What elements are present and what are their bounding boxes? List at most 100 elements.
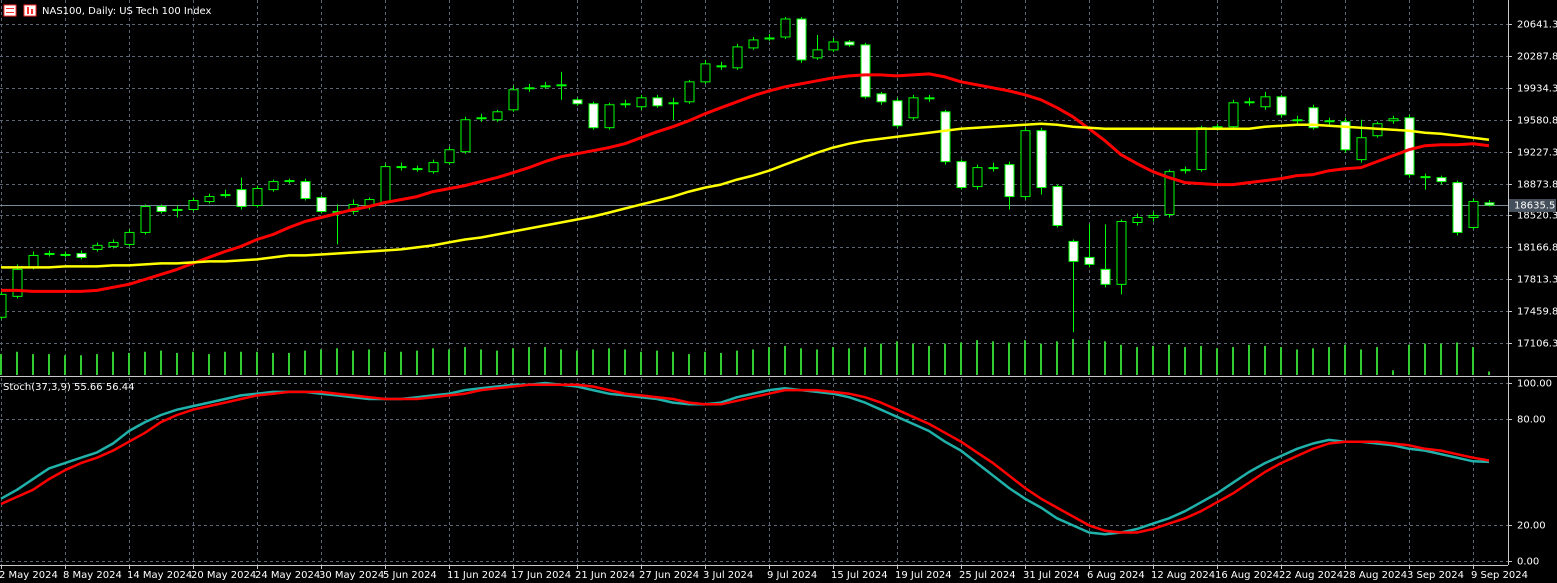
- y-tick-label: 0.00: [1517, 557, 1539, 568]
- candle-body: [956, 161, 967, 189]
- x-tick-label: 17 Jun 2024: [511, 570, 571, 581]
- candle-body: [1436, 177, 1447, 183]
- candle-body: [1196, 127, 1207, 171]
- candle-body: [1036, 130, 1047, 189]
- candle-body: [1292, 119, 1303, 122]
- candle-body: [636, 97, 647, 108]
- candle-body: [796, 18, 807, 61]
- indicator-main-value: 55.66: [74, 382, 103, 393]
- candle-body: [428, 162, 439, 173]
- y-tick-label: 19227.3: [1517, 148, 1557, 159]
- candle-body: [268, 181, 279, 191]
- indicator-signal-value: 56.44: [106, 382, 135, 393]
- y-tick-label: 18520.3: [1517, 211, 1557, 222]
- candle-body: [396, 166, 407, 169]
- x-tick-label: 3 Jul 2024: [703, 570, 753, 581]
- candle-body: [540, 85, 551, 88]
- x-tick-label: 25 Jul 2024: [959, 570, 1016, 581]
- candle-body: [716, 65, 727, 68]
- candle-body: [524, 87, 535, 90]
- candle-body: [172, 208, 183, 211]
- candle-body: [1356, 137, 1367, 161]
- candle-body: [492, 111, 503, 121]
- y-tick-label: 18873.8: [1517, 180, 1557, 191]
- indicator-name: Stoch(37,3,9): [3, 382, 71, 393]
- candle-body: [284, 180, 295, 183]
- candle-body: [940, 111, 951, 163]
- y-tick-label: 20641.3: [1517, 20, 1557, 31]
- candle-body: [748, 39, 759, 49]
- line-series: [1, 122, 1490, 269]
- x-tick-label: 28 Aug 2024: [1343, 570, 1407, 581]
- candle-body: [908, 97, 919, 119]
- candle-body: [1164, 171, 1175, 216]
- candle-body: [1180, 169, 1191, 172]
- candle-body: [732, 46, 743, 69]
- candle-body: [1020, 130, 1031, 198]
- candle-body: [1116, 220, 1127, 285]
- candle-body: [1308, 107, 1319, 129]
- candle-body: [1244, 101, 1255, 104]
- candle-body: [1052, 186, 1063, 226]
- candle-body: [764, 37, 775, 40]
- candle-body: [1004, 164, 1015, 198]
- candle-body: [620, 103, 631, 106]
- y-tick-label: 100.00: [1517, 379, 1552, 390]
- candle-body: [972, 167, 983, 188]
- icon-menu: [3, 4, 17, 17]
- candle-body: [28, 254, 39, 268]
- candle-body: [76, 252, 87, 258]
- x-tick-label: 8 May 2024: [63, 570, 122, 581]
- line-series: [1, 72, 1490, 293]
- x-tick-label: 3 Sep 2024: [1407, 570, 1464, 581]
- x-tick-label: 5 Jun 2024: [383, 570, 437, 581]
- candle-body: [156, 206, 167, 212]
- candle-body: [444, 149, 455, 164]
- y-tick-label: 19580.8: [1517, 116, 1557, 127]
- candle-body: [812, 49, 823, 59]
- x-tick-label: 12 Aug 2024: [1151, 570, 1215, 581]
- candle-body: [1148, 215, 1159, 219]
- candle-body: [12, 268, 23, 297]
- icon-chart: [23, 4, 37, 17]
- candle-body: [92, 244, 103, 250]
- chart-title: NAS100, Daily: US Tech 100 Index: [42, 6, 212, 17]
- candle-body: [780, 18, 791, 38]
- candle-body: [508, 89, 519, 111]
- x-tick-label: 19 Jul 2024: [895, 570, 952, 581]
- candle-body: [828, 41, 839, 51]
- candle-body: [1468, 201, 1479, 228]
- candle-body: [1100, 268, 1111, 285]
- candle-body: [588, 103, 599, 129]
- candle-body: [1228, 102, 1239, 128]
- x-tick-label: 11 Jun 2024: [447, 570, 507, 581]
- x-tick-label: 14 May 2024: [127, 570, 192, 581]
- candle-body: [1084, 256, 1095, 265]
- candle-body: [700, 63, 711, 83]
- candle-body: [476, 117, 487, 120]
- candle-body: [844, 41, 855, 46]
- candle-body: [1420, 176, 1431, 179]
- candle-body: [204, 196, 215, 203]
- candle-body: [924, 97, 935, 100]
- candle-body: [60, 253, 71, 256]
- candle-body: [140, 206, 151, 233]
- y-tick-label: 19934.3: [1517, 84, 1557, 95]
- last-price-box: [1509, 199, 1556, 212]
- candle-body: [108, 241, 119, 247]
- x-tick-label: 6 Aug 2024: [1087, 570, 1145, 581]
- candle-body: [0, 293, 7, 318]
- candle-body: [684, 81, 695, 103]
- candle-body: [188, 200, 199, 210]
- last-price-label: 18635.5: [1514, 201, 1555, 212]
- x-tick-label: 21 Jun 2024: [575, 570, 635, 581]
- line-series: [0, 381, 1490, 536]
- candle-body: [1404, 117, 1415, 176]
- x-tick-label: 15 Jul 2024: [831, 570, 888, 581]
- candle-body: [556, 84, 567, 87]
- x-tick-label: 9 Jul 2024: [767, 570, 817, 581]
- x-tick-label: 27 Jun 2024: [639, 570, 699, 581]
